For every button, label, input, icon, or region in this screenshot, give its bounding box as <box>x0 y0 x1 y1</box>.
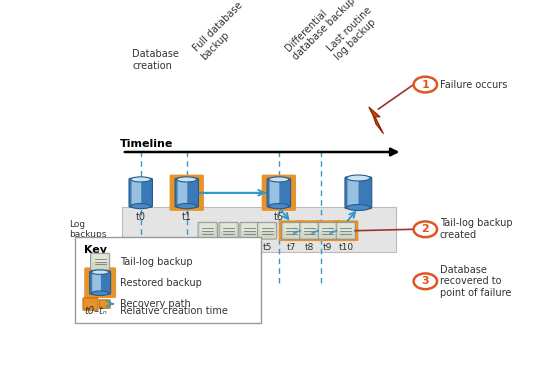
Text: t6: t6 <box>274 212 284 222</box>
Text: t9: t9 <box>323 243 333 252</box>
FancyBboxPatch shape <box>338 224 353 231</box>
Text: t2: t2 <box>203 243 212 252</box>
Text: t10: t10 <box>338 243 353 252</box>
Ellipse shape <box>347 204 370 211</box>
Text: 1: 1 <box>421 80 429 89</box>
Text: Full database
backup: Full database backup <box>191 0 253 62</box>
Text: Failure occurs: Failure occurs <box>440 80 508 89</box>
Text: Last routine
log backup: Last routine log backup <box>325 5 381 62</box>
FancyBboxPatch shape <box>269 180 279 205</box>
Circle shape <box>414 77 437 92</box>
FancyBboxPatch shape <box>84 268 116 298</box>
Text: 2: 2 <box>421 224 429 234</box>
Ellipse shape <box>177 177 197 182</box>
Text: t7: t7 <box>287 243 296 252</box>
FancyBboxPatch shape <box>336 222 355 239</box>
Text: Database
creation: Database creation <box>132 49 179 71</box>
Text: t3: t3 <box>224 243 233 252</box>
Text: Tail-log backup
created: Tail-log backup created <box>440 219 512 240</box>
Text: Key: Key <box>84 245 107 255</box>
FancyBboxPatch shape <box>333 220 359 241</box>
FancyBboxPatch shape <box>282 222 301 239</box>
FancyBboxPatch shape <box>132 180 141 205</box>
FancyBboxPatch shape <box>178 180 187 205</box>
Text: Differential
database backup: Differential database backup <box>283 0 357 62</box>
FancyBboxPatch shape <box>91 253 110 270</box>
FancyBboxPatch shape <box>219 222 238 239</box>
FancyBboxPatch shape <box>175 178 199 207</box>
FancyBboxPatch shape <box>99 300 110 308</box>
FancyBboxPatch shape <box>221 224 236 231</box>
FancyBboxPatch shape <box>75 237 261 323</box>
Ellipse shape <box>269 177 289 182</box>
Text: 3: 3 <box>422 276 429 286</box>
FancyBboxPatch shape <box>129 178 152 207</box>
Text: Restored backup: Restored backup <box>120 278 201 288</box>
Ellipse shape <box>91 270 109 274</box>
FancyBboxPatch shape <box>242 224 257 231</box>
Circle shape <box>414 222 437 237</box>
FancyBboxPatch shape <box>93 255 107 262</box>
Ellipse shape <box>269 204 289 209</box>
Ellipse shape <box>131 204 151 209</box>
FancyBboxPatch shape <box>260 224 275 231</box>
FancyBboxPatch shape <box>122 207 396 252</box>
FancyBboxPatch shape <box>347 179 359 207</box>
Ellipse shape <box>91 291 109 296</box>
FancyBboxPatch shape <box>318 222 338 239</box>
Ellipse shape <box>177 204 197 209</box>
Ellipse shape <box>347 175 370 181</box>
Circle shape <box>414 273 437 289</box>
Text: t8: t8 <box>305 243 314 252</box>
Text: Tail-log backup: Tail-log backup <box>120 257 192 266</box>
Text: Relative creation time: Relative creation time <box>120 306 228 316</box>
FancyBboxPatch shape <box>297 220 322 241</box>
Text: Recovery path: Recovery path <box>120 299 191 309</box>
FancyBboxPatch shape <box>198 222 217 239</box>
FancyBboxPatch shape <box>315 220 340 241</box>
Text: t4: t4 <box>245 243 254 252</box>
Text: t0: t0 <box>136 212 146 222</box>
FancyBboxPatch shape <box>302 224 317 231</box>
Ellipse shape <box>131 177 151 182</box>
FancyBboxPatch shape <box>262 174 296 211</box>
FancyBboxPatch shape <box>92 273 101 292</box>
Text: Log
backups: Log backups <box>70 220 107 239</box>
Text: t1: t1 <box>182 212 192 222</box>
FancyBboxPatch shape <box>90 271 111 294</box>
Text: t0–tₙ: t0–tₙ <box>84 306 107 316</box>
FancyBboxPatch shape <box>83 298 98 310</box>
Polygon shape <box>369 107 383 134</box>
FancyBboxPatch shape <box>300 222 319 239</box>
Text: Database
recovered to
point of failure: Database recovered to point of failure <box>440 265 511 298</box>
Text: t5: t5 <box>262 243 272 252</box>
Text: Timeline: Timeline <box>120 139 173 149</box>
FancyBboxPatch shape <box>258 222 277 239</box>
FancyBboxPatch shape <box>284 224 299 231</box>
FancyBboxPatch shape <box>170 174 204 211</box>
FancyBboxPatch shape <box>267 178 291 207</box>
FancyBboxPatch shape <box>240 222 259 239</box>
FancyBboxPatch shape <box>200 224 215 231</box>
FancyBboxPatch shape <box>279 220 304 241</box>
FancyBboxPatch shape <box>345 177 372 209</box>
FancyBboxPatch shape <box>320 224 335 231</box>
